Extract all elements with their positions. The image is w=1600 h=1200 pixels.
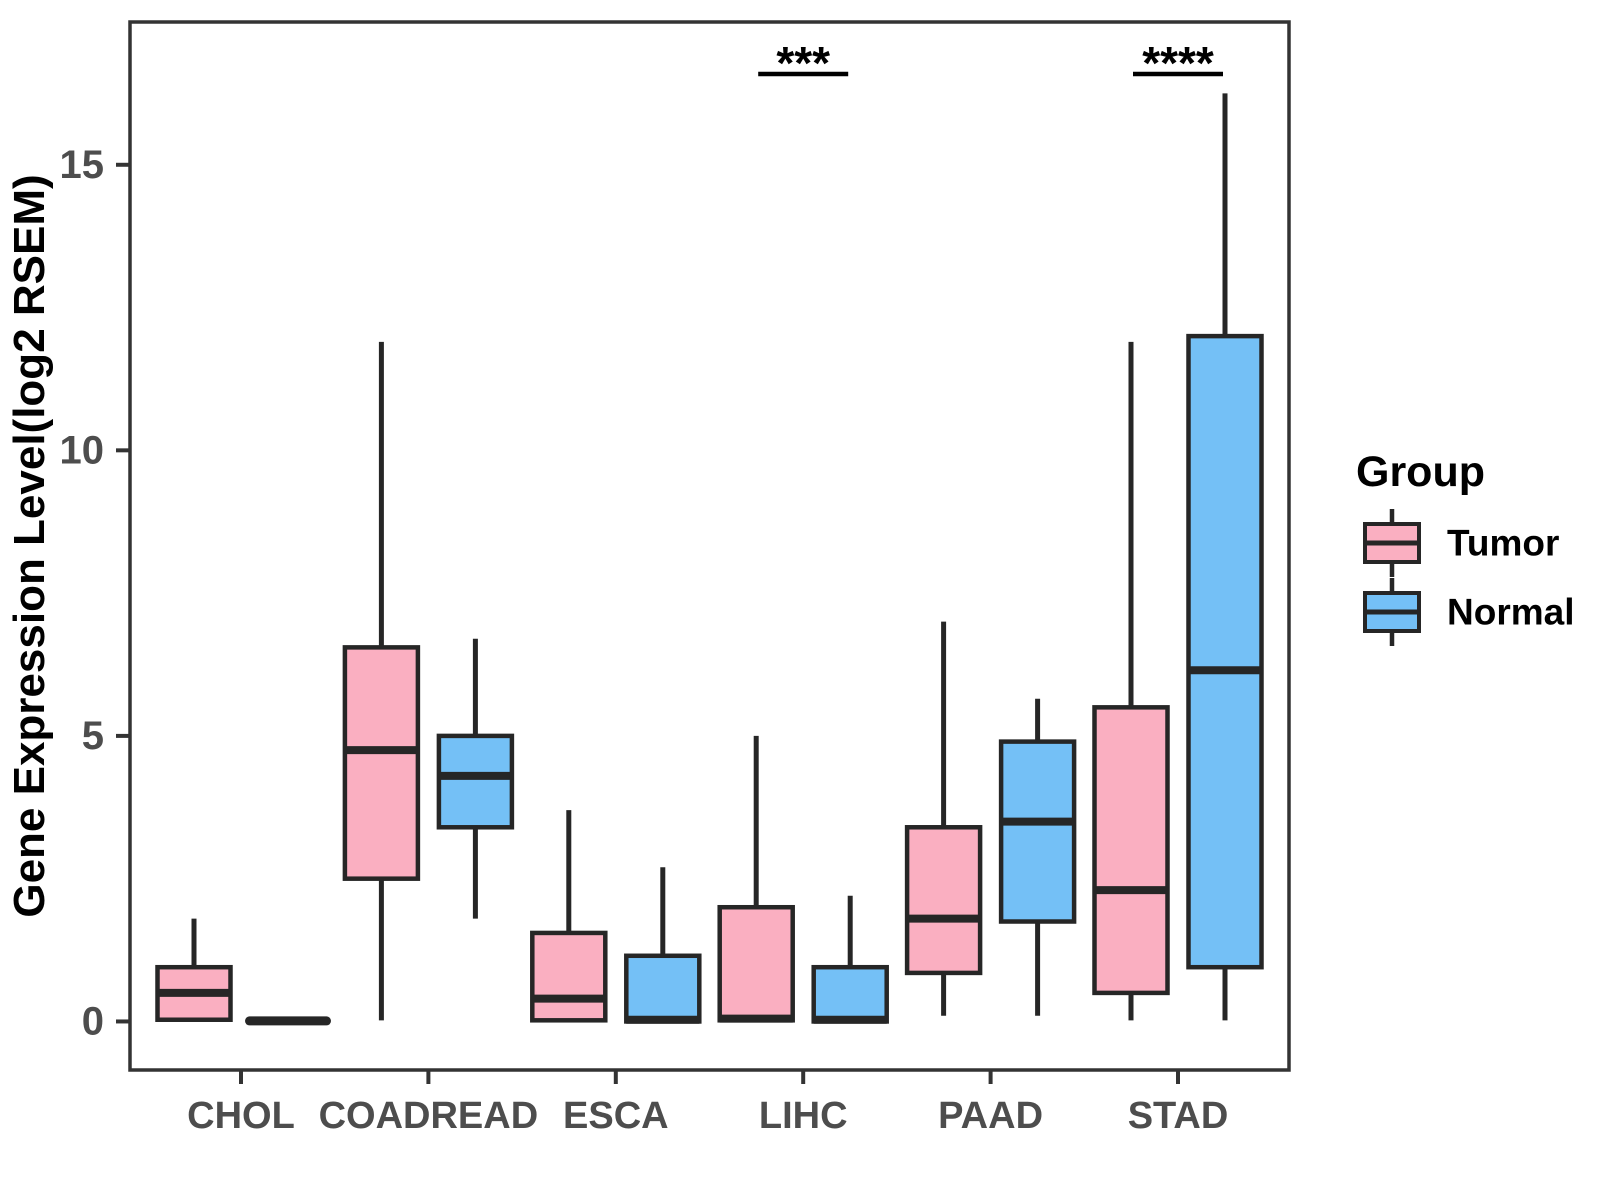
y-tick-label-15: 15 bbox=[60, 143, 105, 187]
x-axis-label-ESCA: ESCA bbox=[563, 1095, 669, 1137]
box-Normal-PAAD bbox=[998, 739, 1077, 924]
x-axis-label-STAD: STAD bbox=[1128, 1095, 1229, 1137]
y-axis-title: Gene Expression Level(log2 RSEM) bbox=[5, 174, 54, 917]
y-tick-label-10: 10 bbox=[60, 428, 105, 472]
legend-title: Group bbox=[1356, 448, 1485, 496]
box-Normal-COADREAD bbox=[436, 733, 515, 830]
box-Tumor-LIHC bbox=[717, 904, 795, 1023]
box-Normal-ESCA bbox=[624, 953, 702, 1024]
x-axis-label-PAAD: PAAD bbox=[938, 1095, 1043, 1137]
y-tick-label-5: 5 bbox=[82, 714, 104, 758]
x-axis-label-CHOL: CHOL bbox=[187, 1095, 295, 1137]
legend-label-Normal: Normal bbox=[1447, 592, 1574, 633]
panel-border bbox=[128, 20, 1291, 1072]
legend-label-Tumor: Tumor bbox=[1447, 523, 1559, 564]
box-Normal-STAD bbox=[1186, 333, 1264, 970]
box-Tumor-ESCA bbox=[530, 930, 608, 1023]
x-axis-label-LIHC: LIHC bbox=[759, 1095, 848, 1137]
box-Tumor-STAD bbox=[1092, 705, 1170, 996]
box-Tumor-PAAD bbox=[904, 825, 983, 976]
significance-stars-LIHC: *** bbox=[776, 37, 830, 89]
significance-stars-STAD: **** bbox=[1142, 37, 1214, 89]
box-Tumor-COADREAD bbox=[342, 645, 421, 881]
x-axis-label-COADREAD: COADREAD bbox=[319, 1095, 539, 1137]
y-tick-label-0: 0 bbox=[82, 999, 104, 1043]
box-Normal-LIHC bbox=[811, 964, 889, 1024]
